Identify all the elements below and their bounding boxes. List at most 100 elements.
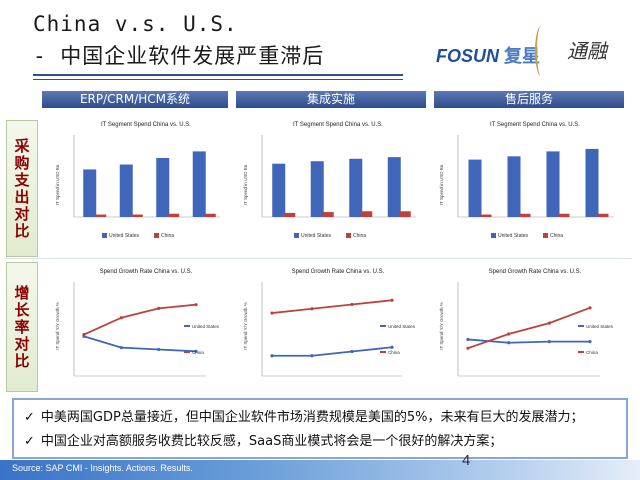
- bar-united-states: [83, 169, 97, 217]
- y-axis-label: IT Spend in USD Bn: [243, 164, 248, 205]
- chart-title: IT Segment Spend China vs. U.S.: [293, 122, 383, 128]
- point-united-states: [350, 349, 354, 354]
- bar-united-states: [546, 151, 560, 217]
- title-rule: [33, 74, 403, 76]
- legend-label-us: United States: [388, 324, 416, 329]
- check-icon: ✓: [24, 434, 35, 449]
- point-china: [547, 321, 551, 325]
- legend-label-china: China: [586, 350, 598, 355]
- conclusion-box: ✓ 中美两国GDP总量接近，但中国企业软件市场消费规模是美国的5%，未来有巨大的发…: [12, 398, 628, 459]
- logo-swoosh-icon: [535, 26, 547, 76]
- page-number: 4: [462, 452, 471, 469]
- legend-swatch-us: [491, 233, 496, 238]
- y-axis-label: IT Spend in USD Bn: [439, 164, 444, 205]
- point-china: [157, 306, 161, 310]
- line-chart-service: Spend Growth Rate China vs. U.S. IT Spend…: [436, 262, 622, 390]
- legend-label-china: China: [353, 233, 366, 239]
- column-header-service: 售后服务: [434, 91, 624, 108]
- title-rule-thin: [33, 79, 403, 80]
- bar-china: [480, 214, 492, 217]
- bar-chart-service: IT Segment Spend China vs. U.S. IT Spend …: [436, 115, 622, 255]
- row-label-growth: 增长率对比: [6, 262, 38, 392]
- point-china: [507, 332, 511, 336]
- point-united-states: [466, 337, 470, 342]
- line-chart-erp: Spend Growth Rate China vs. U.S. IT Spend…: [52, 262, 228, 390]
- legend-label-china: China: [388, 350, 400, 355]
- line-united-states: [83, 335, 197, 353]
- y-axis-label: IT Spend in USD Bn: [55, 164, 60, 205]
- legend-label-us: United States: [586, 324, 614, 329]
- row-divider: [6, 258, 632, 259]
- legend-label-china: China: [550, 233, 563, 239]
- bullet-item: ✓ 中美两国GDP总量接近，但中国企业软件市场消费规模是美国的5%，未来有巨大的发…: [24, 410, 584, 425]
- chart-title: Spend Growth Rate China vs. U.S.: [100, 269, 193, 275]
- chart-title: IT Segment Spend China vs. U.S.: [101, 122, 191, 128]
- legend-label-us: United States: [192, 324, 220, 329]
- bar-chart-erp: IT Segment Spend China vs. U.S. IT Spend …: [52, 115, 228, 255]
- bar-china: [131, 214, 143, 217]
- bar-china: [204, 213, 216, 217]
- column-header-erp: ERP/CRM/HCM系统: [42, 91, 228, 108]
- fosun-logo: FOSUN 复星: [436, 46, 541, 66]
- point-china: [270, 311, 274, 315]
- bar-china: [519, 213, 531, 217]
- point-china: [82, 332, 86, 337]
- bar-china: [168, 213, 180, 217]
- bar-china: [558, 213, 570, 217]
- legend-swatch-us: [294, 233, 299, 238]
- bar-china: [361, 211, 373, 217]
- point-united-states: [119, 346, 123, 350]
- chart-title: Spend Growth Rate China vs. U.S.: [489, 269, 582, 275]
- line-china: [271, 299, 393, 314]
- point-united-states: [547, 340, 551, 344]
- bar-united-states: [156, 157, 170, 217]
- legend-label-us: United States: [498, 233, 529, 239]
- bar-united-states: [192, 151, 206, 217]
- legend-swatch-china: [543, 233, 548, 238]
- line-united-states: [272, 346, 393, 357]
- bar-china: [597, 213, 609, 217]
- line-china: [467, 306, 591, 350]
- bar-united-states: [119, 164, 133, 217]
- point-china: [466, 346, 470, 350]
- bar-united-states: [585, 148, 599, 217]
- legend-label-china: China: [161, 233, 174, 239]
- bullet-item: ✓ 中国企业对高额服务收费比较反感，SaaS商业模式将会是一个很好的解决方案；: [24, 434, 503, 449]
- bar-united-states: [507, 156, 521, 217]
- point-united-states: [157, 347, 161, 352]
- bar-united-states: [468, 159, 482, 217]
- point-united-states: [270, 354, 274, 358]
- bar-china: [322, 212, 334, 217]
- y-axis-label: IT Spend Y/Y Growth %: [243, 302, 248, 350]
- point-united-states: [310, 354, 314, 358]
- point-china: [310, 307, 314, 311]
- point-united-states: [390, 345, 394, 349]
- check-icon: ✓: [24, 410, 35, 425]
- seal-logo: 通融: [567, 39, 607, 63]
- point-united-states: [507, 341, 511, 345]
- legend-label-china: China: [192, 350, 204, 355]
- column-header-integration: 集成实施: [236, 91, 426, 108]
- point-china: [350, 302, 354, 307]
- bar-china: [399, 211, 411, 217]
- bar-china: [284, 212, 296, 217]
- bar-china: [95, 214, 107, 217]
- legend-label-us: United States: [301, 233, 332, 239]
- bar-united-states: [349, 158, 363, 217]
- point-united-states: [194, 349, 198, 353]
- source-note: Source: SAP CMI - Insights. Actions. Res…: [12, 463, 193, 473]
- chart-title: IT Segment Spend China vs. U.S.: [490, 122, 580, 128]
- point-china: [194, 303, 198, 307]
- page-title-line2: - 中国企业软件发展严重滞后: [33, 44, 325, 68]
- point-china: [119, 316, 123, 320]
- legend-swatch-china: [154, 233, 159, 238]
- bar-united-states: [272, 163, 286, 217]
- y-axis-label: IT Spend Y/Y Growth %: [55, 302, 60, 350]
- point-china: [588, 306, 592, 310]
- bar-united-states: [387, 157, 401, 217]
- legend-label-us: United States: [109, 233, 140, 239]
- chart-title: Spend Growth Rate China vs. U.S.: [292, 269, 385, 275]
- line-china: [83, 303, 197, 336]
- point-china: [390, 298, 394, 302]
- footer-band: [0, 460, 640, 480]
